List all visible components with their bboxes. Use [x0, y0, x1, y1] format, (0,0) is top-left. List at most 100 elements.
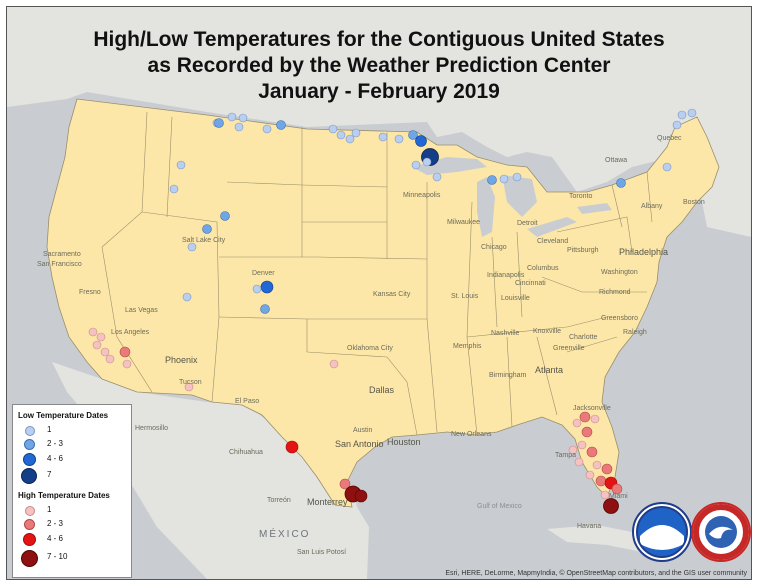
low-marker[interactable] [336, 130, 346, 140]
legend-low-label-3: 4 - 6 [47, 454, 64, 463]
high-marker[interactable] [577, 440, 587, 450]
high-marker[interactable] [585, 470, 595, 480]
low-marker[interactable] [662, 162, 672, 172]
low-marker[interactable] [378, 132, 388, 142]
high-marker[interactable] [595, 475, 607, 487]
low-marker[interactable] [616, 178, 626, 188]
city-label-san-francisco: San Francisco [37, 261, 82, 268]
high-marker[interactable] [339, 478, 351, 490]
low-marker[interactable] [220, 211, 230, 221]
high-marker[interactable] [329, 359, 339, 369]
high-marker[interactable] [100, 347, 110, 357]
high-marker[interactable] [603, 498, 619, 514]
city-label-monterrey: Monterrey [307, 497, 348, 507]
low-marker[interactable] [687, 108, 697, 118]
city-label-albany: Albany [641, 203, 663, 210]
city-label-fresno: Fresno [79, 289, 101, 296]
low-marker[interactable] [351, 128, 361, 138]
high-marker[interactable] [574, 457, 584, 467]
low-marker[interactable] [411, 160, 421, 170]
low-marker[interactable] [182, 292, 192, 302]
low-marker[interactable] [487, 175, 497, 185]
high-marker[interactable] [184, 382, 194, 392]
city-label-greensboro: Greensboro [601, 315, 638, 322]
map-title-line2: as Recorded by the Weather Prediction Ce… [147, 54, 611, 77]
low-marker[interactable] [260, 280, 274, 294]
high-marker[interactable] [92, 340, 102, 350]
high-marker[interactable] [568, 445, 578, 455]
high-marker[interactable] [88, 327, 98, 337]
low-marker[interactable] [169, 184, 179, 194]
high-marker[interactable] [354, 489, 368, 503]
city-label-minneapolis: Minneapolis [403, 192, 441, 199]
low-marker[interactable] [422, 157, 432, 167]
low-marker[interactable] [176, 160, 186, 170]
city-label-sacramento: Sacramento [43, 251, 81, 258]
nws-logo-icon [693, 504, 749, 560]
low-marker[interactable] [408, 130, 418, 140]
low-marker[interactable] [415, 135, 427, 147]
legend-high-item: 2 - 3 [13, 517, 131, 531]
low-marker[interactable] [262, 124, 272, 134]
city-label-phoenix: Phoenix [165, 355, 198, 365]
legend-high-dot-4 [21, 550, 38, 567]
high-marker[interactable] [590, 414, 600, 424]
noaa-logo [632, 502, 692, 562]
legend-low-item: 1 [13, 423, 131, 437]
lake-erie [527, 217, 577, 237]
low-marker[interactable] [234, 122, 244, 132]
low-marker[interactable] [202, 224, 212, 234]
high-marker[interactable] [592, 460, 602, 470]
low-marker[interactable] [187, 242, 197, 252]
city-label-havana: Havana [577, 523, 602, 530]
city-label-indianapolis: Indianapolis [487, 272, 525, 279]
low-marker[interactable] [677, 110, 687, 120]
state-borders [101, 111, 653, 436]
low-marker[interactable] [499, 174, 509, 184]
low-marker[interactable] [345, 134, 355, 144]
high-marker[interactable] [572, 418, 582, 428]
low-marker[interactable] [252, 284, 262, 294]
low-marker[interactable] [432, 172, 442, 182]
high-marker[interactable] [586, 446, 598, 458]
legend-high-dot-3 [23, 533, 36, 546]
city-label-los-angeles: Los Angeles [111, 329, 150, 336]
high-marker[interactable] [601, 463, 613, 475]
high-marker[interactable] [119, 346, 131, 358]
low-marker[interactable] [238, 113, 248, 123]
canada-land [7, 7, 751, 237]
city-label-miami: Miami [609, 493, 628, 500]
legend-low-label-1: 1 [47, 425, 52, 434]
high-marker[interactable] [611, 483, 623, 495]
low-marker[interactable] [260, 304, 270, 314]
city-label-new-orleans: New Orleans [451, 431, 492, 438]
map-title-line3: January - February 2019 [258, 80, 500, 103]
low-marker[interactable] [328, 124, 338, 134]
legend-low-label-4: 7 [47, 470, 52, 479]
legend-high-item: 1 [13, 503, 131, 517]
low-marker[interactable] [227, 112, 237, 122]
city-label-milwaukee: Milwaukee [447, 219, 481, 226]
high-marker[interactable] [96, 332, 106, 342]
high-marker[interactable] [285, 440, 299, 454]
city-label-denver: Denver [252, 270, 275, 277]
map-frame: High/Low Temperatures for the Contiguous… [6, 6, 752, 580]
map-title-line1: High/Low Temperatures for the Contiguous… [93, 28, 665, 51]
legend-low-dot-3 [23, 453, 36, 466]
low-marker[interactable] [512, 172, 522, 182]
city-label-boston: Boston [683, 199, 705, 206]
high-marker[interactable] [581, 426, 593, 438]
high-marker[interactable] [105, 354, 115, 364]
city-label-philadelphia: Philadelphia [619, 247, 669, 257]
high-marker[interactable] [579, 411, 591, 423]
low-marker[interactable] [276, 120, 286, 130]
low-marker[interactable] [214, 118, 224, 128]
high-marker[interactable] [122, 359, 132, 369]
legend-low-title: Low Temperature Dates [18, 411, 109, 420]
lake-huron [502, 175, 537, 217]
legend-low-dot-1 [25, 426, 35, 436]
legend-high-dot-1 [25, 506, 35, 516]
high-marker[interactable] [600, 490, 610, 500]
low-marker[interactable] [672, 120, 682, 130]
low-marker[interactable] [394, 134, 404, 144]
